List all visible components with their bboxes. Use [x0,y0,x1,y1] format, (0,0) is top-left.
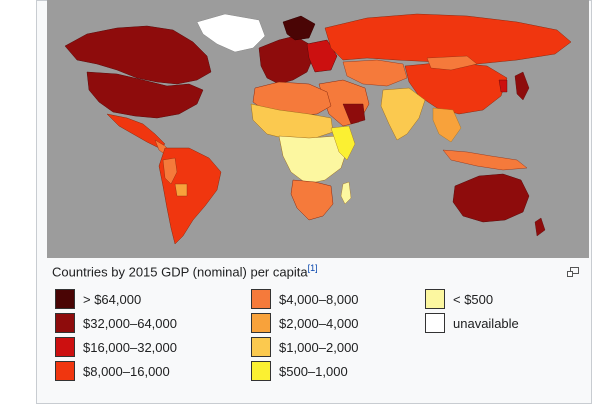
legend-swatch [251,337,271,357]
legend-label: unavailable [453,315,519,331]
region-scandinavia[interactable] [282,15,316,41]
region-western-europe[interactable] [258,35,314,85]
legend-label: $2,000–4,000 [279,315,359,331]
legend-item: $4,000–8,000 [251,288,359,310]
legend-swatch [251,313,271,333]
legend-item: $1,000–2,000 [251,336,359,358]
region-russia[interactable] [324,13,572,65]
legend-label: $8,000–16,000 [83,363,170,379]
legend-swatch [55,361,75,381]
legend-swatch [55,337,75,357]
region-greenland[interactable] [196,13,266,53]
legend-label: > $64,000 [83,291,142,307]
legend-label: $4,000–8,000 [279,291,359,307]
legend-label: $16,000–32,000 [83,339,177,355]
region-madagascar[interactable] [340,181,352,205]
legend-swatch [425,313,445,333]
legend-label: $32,000–64,000 [83,315,177,331]
region-bolivia[interactable] [174,183,188,197]
legend-item: < $500 [425,288,493,310]
region-east-africa[interactable] [330,125,356,161]
region-eastern-europe[interactable] [306,39,338,73]
region-canada[interactable] [64,25,212,85]
legend-item: $500–1,000 [251,360,348,382]
reference-link[interactable]: [1] [307,263,318,273]
region-central-asia[interactable] [342,59,408,87]
region-south-asia[interactable] [380,87,426,141]
legend-swatch [251,361,271,381]
legend-item: $16,000–32,000 [55,336,177,358]
region-indonesia[interactable] [442,149,528,171]
legend-swatch [251,289,271,309]
region-central-africa[interactable] [278,135,348,185]
region-southeast-asia[interactable] [432,107,462,143]
legend-swatch [55,289,75,309]
magnify-icon[interactable] [567,264,579,277]
world-map[interactable] [47,0,589,258]
legend-label: < $500 [453,291,494,307]
legend-item: $2,000–4,000 [251,312,359,334]
caption-text: Countries by 2015 GDP (nominal) per capi… [52,264,308,280]
region-gulf[interactable] [342,103,366,125]
region-australia[interactable] [452,173,530,223]
legend-swatch [55,313,75,333]
legend-item: > $64,000 [55,288,141,310]
legend-item: unavailable [425,312,519,334]
map-caption: Countries by 2015 GDP (nominal) per capi… [52,263,318,279]
legend-label: $500–1,000 [279,363,348,379]
region-usa[interactable] [86,71,204,119]
legend-item: $8,000–16,000 [55,360,170,382]
legend-label: $1,000–2,000 [279,339,359,355]
region-southern-africa[interactable] [290,179,334,221]
region-new-zealand[interactable] [534,217,546,237]
region-sahel[interactable] [250,103,334,141]
region-korea[interactable] [498,79,508,93]
region-japan[interactable] [514,71,530,101]
region-andes[interactable] [162,157,178,185]
region-mongolia[interactable] [426,55,478,71]
legend-swatch [425,289,445,309]
legend-item: $32,000–64,000 [55,312,177,334]
